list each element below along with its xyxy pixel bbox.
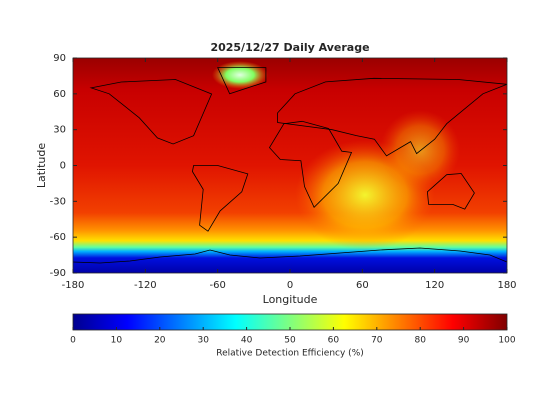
colorbar-tick-label: 30 [197, 336, 209, 346]
x-tick-label: -180 [62, 280, 85, 291]
colorbar-tick-label: 70 [371, 336, 383, 346]
colorbar-tick-label: 90 [458, 336, 470, 346]
y-tick-label: 30 [53, 125, 66, 136]
colorbar-tick-label: 80 [414, 336, 426, 346]
chart-title: 2025/12/27 Daily Average [210, 41, 369, 54]
map-field [73, 58, 507, 273]
y-tick-label: 90 [53, 53, 66, 64]
y-tick-label: 60 [53, 89, 66, 100]
y-tick-label: -90 [50, 268, 66, 279]
x-tick-label: 60 [356, 280, 369, 291]
x-tick-label: 120 [425, 280, 444, 291]
colorbar-tick-label: 40 [241, 336, 253, 346]
y-tick-label: 0 [60, 161, 66, 172]
colorbar-tick-label: 0 [70, 336, 76, 346]
x-axis-label: Longitude [263, 293, 318, 306]
x-tick-label: 180 [497, 280, 516, 291]
colorbar-tick-label: 10 [111, 336, 123, 346]
y-tick-label: -30 [50, 196, 66, 207]
y-axis-label: Latitude [35, 143, 48, 189]
colorbar-label: Relative Detection Efficiency (%) [216, 349, 364, 359]
x-tick-label: -60 [209, 280, 225, 291]
colorbar-tick-label: 60 [328, 336, 340, 346]
colorbar-tick-label: 20 [154, 336, 166, 346]
colorbar-tick-label: 100 [498, 336, 515, 346]
colorbar-tick-label: 50 [284, 336, 296, 346]
x-tick-label: -120 [134, 280, 157, 291]
y-tick-label: -60 [50, 232, 66, 243]
x-tick-label: 0 [287, 280, 293, 291]
